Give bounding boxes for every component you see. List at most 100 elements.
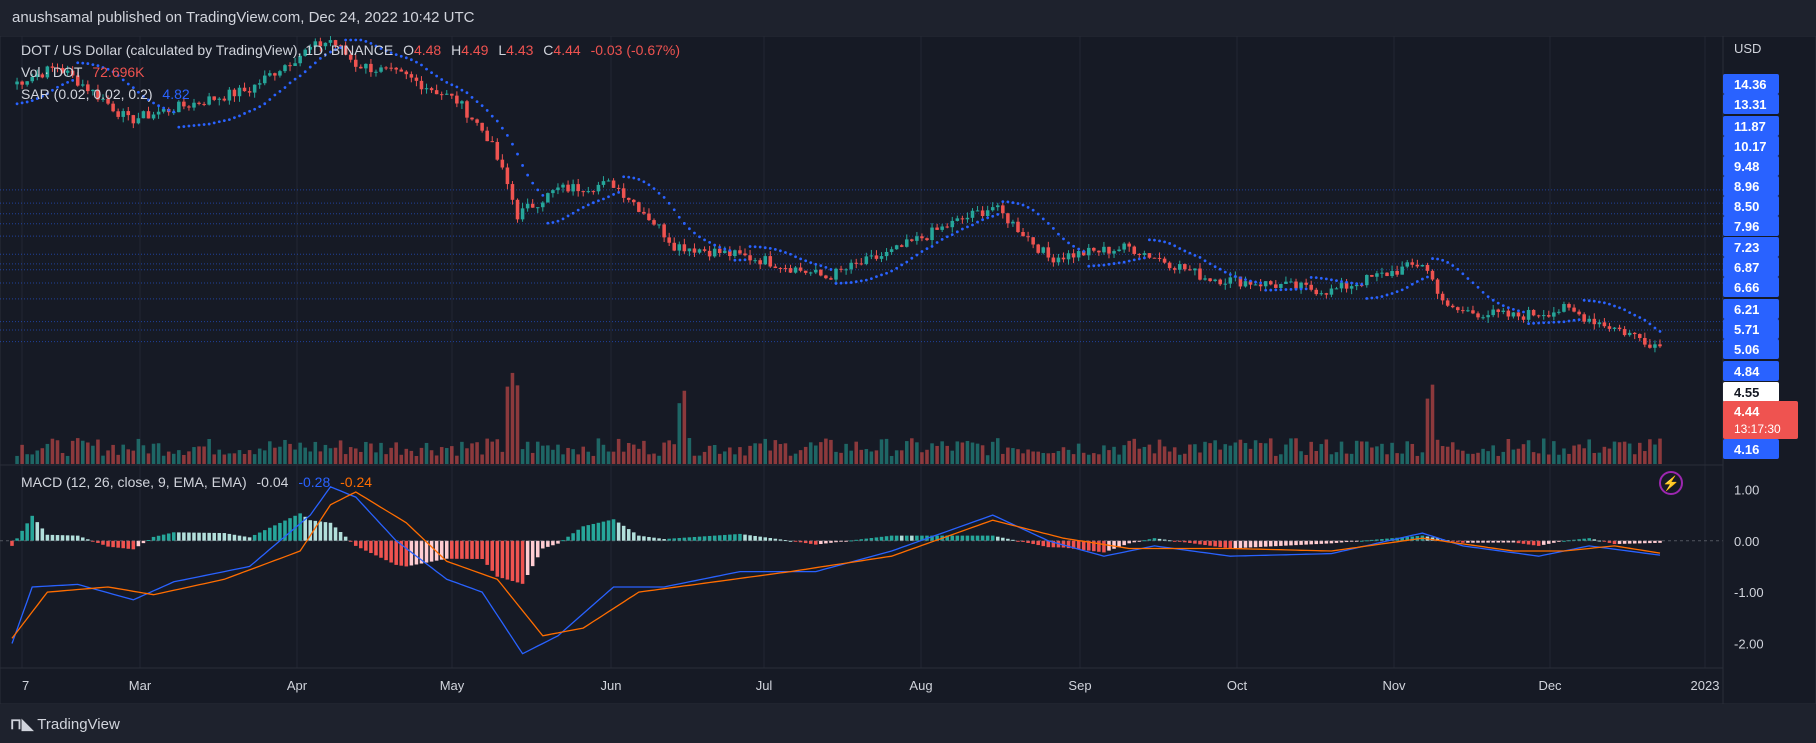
candle-body [60, 68, 65, 73]
volume-bar [940, 441, 944, 464]
candle-body [1658, 344, 1662, 347]
volume-bar [1102, 445, 1106, 464]
macd-histogram-bar [1587, 538, 1591, 541]
price-tag [1723, 196, 1779, 216]
chart-svg[interactable]: USD 14.36 13.31 11.87 10.17 9.48 8.96 8.50 7.96… [0, 35, 1816, 705]
time-axis[interactable]: 7 Mar Apr May Jun Jul Aug Sep Oct Nov Dec 2023 [22, 678, 1719, 693]
macd-histogram-bar [1213, 540, 1217, 547]
volume-bar [268, 441, 272, 464]
volume-bar [40, 448, 45, 464]
price-label: 4.84 [1734, 364, 1760, 379]
macd-histogram-bar [1648, 540, 1652, 544]
candle-body [389, 67, 393, 69]
volume-bar [990, 441, 995, 464]
price-label: 6.21 [1734, 302, 1759, 317]
candle-body [945, 226, 949, 228]
volume-bar [96, 439, 100, 464]
candle-body [1127, 243, 1131, 247]
candle-body [1627, 332, 1632, 336]
candle-body [202, 103, 206, 105]
candle-body [844, 269, 848, 271]
candle-body [879, 256, 884, 259]
tradingview-logo[interactable]: ⊓◣ TradingView [10, 715, 120, 733]
volume-bar [273, 447, 277, 464]
volume-label: Vol · DOT [21, 64, 83, 80]
macd-histogram-bar [222, 533, 227, 541]
volume-bar [925, 449, 929, 464]
symbol-name: DOT / US Dollar (calculated by TradingVi… [21, 42, 394, 58]
signal-line [11, 491, 1661, 639]
sar-dot [834, 282, 838, 285]
symbol-legend[interactable]: DOT / US Dollar (calculated by TradingVi… [21, 42, 686, 58]
macd-histogram-bar [1541, 540, 1546, 545]
macd-histogram-bar [970, 535, 975, 541]
candle-body [778, 268, 783, 270]
volume-bar [647, 454, 651, 464]
volume-bar [626, 442, 631, 464]
volume-bar [1056, 451, 1061, 464]
volume-legend[interactable]: Vol · DOT 72.696K [21, 64, 151, 80]
brand-name: TradingView [37, 716, 120, 733]
volume-bar [571, 449, 575, 464]
macd-histogram-bar [1167, 540, 1172, 542]
sar-dot [925, 247, 929, 251]
volume-bar [879, 439, 884, 464]
volume-bar [1258, 442, 1263, 464]
candle-body [1218, 279, 1222, 285]
sar-legend[interactable]: SAR (0.02, 0.02, 0.2) 4.82 [21, 86, 196, 102]
candle-body [1031, 237, 1035, 245]
macd-histogram-bar [1567, 540, 1571, 542]
macd-histogram-bar [460, 540, 464, 559]
macd-legend[interactable]: MACD (12, 26, close, 9, EMA, EMA) -0.04 … [21, 474, 378, 490]
sar-dot [612, 193, 615, 196]
macd-histogram-bar [70, 535, 75, 541]
macd-histogram-bar [50, 534, 55, 541]
volume-bar [642, 440, 646, 464]
candle-body [500, 159, 505, 168]
macd-histogram-bar [889, 535, 894, 541]
sar-dot [233, 116, 236, 120]
macd-histogram-bar [576, 529, 580, 541]
sar-dot [586, 203, 590, 207]
sar-dot [1375, 296, 1379, 299]
sar-dot [415, 60, 418, 64]
sar-dot [642, 180, 646, 184]
lightning-icon[interactable]: ⚡ [1659, 471, 1683, 495]
candle-body [161, 109, 166, 112]
candle-body [753, 260, 757, 262]
sar-dot [1345, 280, 1348, 284]
candle-body [1183, 264, 1187, 270]
macd-axis[interactable]: 1.00 0.00 -1.00 -2.00 [1734, 482, 1764, 651]
volume-bar [91, 445, 95, 464]
volume-bar [869, 451, 874, 464]
sar-dot [207, 122, 211, 126]
macd-histogram-bar [1299, 540, 1303, 545]
candle-body [146, 111, 151, 119]
macd-histogram-bar [1572, 539, 1576, 541]
volume-bar [1334, 452, 1339, 464]
candle-body [1491, 309, 1495, 316]
macd-histogram-bar [384, 540, 388, 561]
macd-histogram-bar [763, 537, 767, 541]
price-tag [1723, 439, 1779, 459]
volume-bar [187, 451, 191, 464]
candle-body [632, 199, 636, 203]
volume-bar [1177, 454, 1182, 464]
candle-body [1375, 273, 1379, 277]
sar-dot [905, 260, 909, 264]
candle-body [136, 118, 141, 124]
macd-histogram-bar [586, 525, 591, 541]
volume-bar [1354, 440, 1359, 464]
candle-body [748, 255, 752, 261]
macd-histogram-bar [723, 534, 727, 541]
macd-histogram-bar [1334, 540, 1339, 543]
candle-body [975, 210, 980, 212]
macd-histogram-bar [1081, 540, 1086, 550]
macd-histogram-bar [1183, 540, 1187, 543]
price-axis[interactable]: 14.36 13.31 11.87 10.17 9.48 8.96 8.50 7.96 7.23… [1723, 74, 1798, 459]
sar-dot [561, 217, 565, 221]
candle-body [1177, 264, 1182, 270]
sar-dot [1537, 321, 1541, 325]
volume-bar [1289, 438, 1293, 464]
time-axis-label: 2023 [1691, 678, 1720, 693]
